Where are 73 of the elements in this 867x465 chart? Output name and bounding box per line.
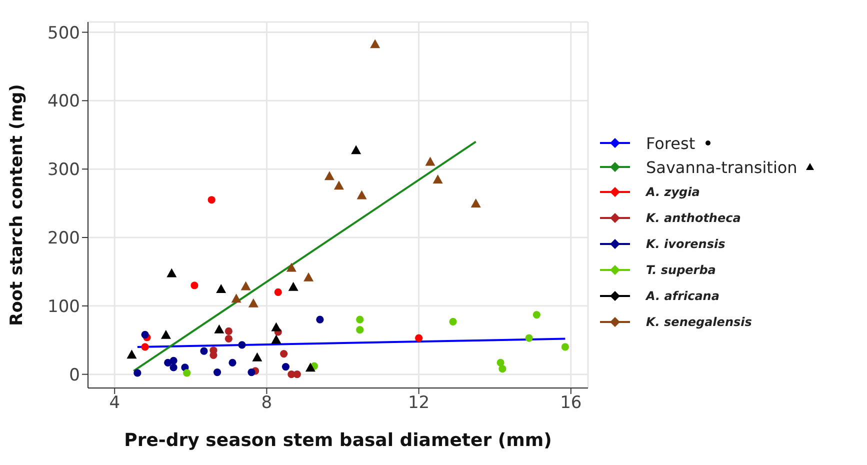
legend-label: A. zygia: [646, 185, 700, 199]
point: [525, 334, 533, 342]
point: [190, 282, 198, 290]
y-tick-label: 300: [48, 160, 80, 180]
x-tick-label: 8: [261, 393, 272, 414]
point: [271, 334, 282, 344]
point: [134, 369, 142, 377]
y-tick-label: 500: [48, 23, 80, 44]
legend-label: T. superba: [646, 263, 716, 277]
y-axis-title: Root starch content (mg): [7, 84, 28, 326]
point: [282, 362, 290, 371]
point: [224, 334, 232, 343]
point: [561, 343, 569, 351]
point: [248, 368, 256, 376]
point: [356, 190, 367, 200]
y-tick-label: 100: [48, 296, 80, 317]
point: [228, 358, 236, 366]
point: [240, 281, 251, 290]
point: [293, 370, 301, 378]
point: [324, 171, 334, 180]
x-tick-label: 4: [109, 393, 120, 414]
point: [170, 364, 178, 372]
point: [208, 196, 216, 204]
point: [415, 334, 423, 342]
point: [141, 343, 149, 351]
point: [160, 330, 171, 339]
point: [248, 298, 258, 308]
point: [334, 180, 344, 190]
point: [213, 368, 222, 376]
point: [166, 268, 177, 278]
point: [425, 156, 436, 166]
point: [238, 341, 246, 349]
point: [200, 347, 208, 355]
point: [164, 358, 172, 366]
point: [356, 316, 364, 324]
x-axis-title: Pre-dry season stem basal diameter (mm): [124, 430, 552, 451]
point: [351, 145, 362, 154]
point: [470, 198, 481, 208]
legend-label: K. ivorensis: [646, 237, 726, 251]
legend-label: Savanna-transition: [646, 158, 798, 176]
point: [316, 316, 324, 324]
point: [496, 358, 504, 366]
y-tick-label: 200: [48, 228, 80, 249]
point: [370, 39, 380, 48]
point: [224, 327, 232, 336]
x-tick-label: 12: [408, 393, 430, 414]
point: [183, 369, 191, 377]
point: [356, 326, 364, 334]
point: [532, 311, 540, 319]
point: [216, 284, 226, 293]
x-tick-label: 16: [560, 393, 582, 414]
point: [432, 174, 443, 184]
point: [170, 356, 178, 364]
point: [231, 294, 242, 303]
point: [126, 350, 137, 359]
point: [498, 365, 506, 373]
point: [288, 282, 298, 291]
point: [271, 322, 282, 332]
legend-label: K. senegalensis: [646, 315, 752, 329]
point: [252, 352, 262, 362]
y-tick-label: 0: [69, 365, 80, 386]
point: [280, 350, 288, 358]
point: [449, 318, 457, 326]
legend-label: A. africana: [646, 289, 720, 303]
legend-label: K. anthotheca: [646, 211, 741, 225]
point: [305, 362, 316, 372]
point: [304, 272, 314, 282]
point: [214, 324, 224, 334]
point: [274, 288, 282, 296]
point: [286, 262, 296, 272]
y-tick-label: 400: [48, 92, 80, 112]
legend-label: Forest: [646, 134, 696, 152]
point: [141, 330, 149, 338]
